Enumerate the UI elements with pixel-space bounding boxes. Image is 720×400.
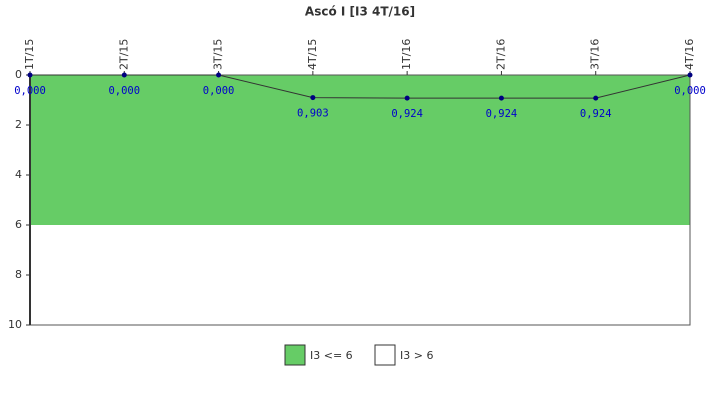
value-label: 0,000	[203, 85, 235, 97]
value-label: 0,000	[14, 85, 46, 97]
legend-label: I3 <= 6	[310, 349, 353, 362]
x-tick-label: 4T/15	[306, 39, 319, 70]
point	[687, 72, 693, 78]
value-label: 0,000	[108, 85, 140, 97]
chart-title: Ascó I [I3 4T/16]	[305, 5, 415, 19]
x-tick-label: 2T/16	[494, 39, 507, 70]
y-tick-label: 10	[8, 318, 22, 331]
y-tick-label: 4	[15, 168, 22, 181]
point	[593, 95, 599, 101]
legend-swatch	[374, 344, 396, 366]
band	[30, 225, 690, 325]
point	[310, 95, 316, 101]
point	[404, 95, 410, 101]
point	[216, 72, 222, 78]
x-tick-label: 3T/15	[212, 39, 225, 70]
band	[30, 75, 690, 225]
point	[121, 72, 127, 78]
value-label: 0,924	[486, 108, 518, 120]
value-label: 0,924	[391, 108, 423, 120]
point	[498, 95, 504, 101]
y-tick-label: 2	[15, 118, 22, 131]
y-tick-label: 8	[15, 268, 22, 281]
y-tick-label: 0	[15, 68, 22, 81]
x-tick-label: 1T/15	[23, 39, 36, 70]
value-label: 0,924	[580, 108, 612, 120]
series-line	[30, 74, 691, 99]
x-tick-label: 2T/15	[117, 39, 130, 70]
x-tick-label: 3T/16	[589, 39, 602, 70]
x-tick-label: 1T/16	[400, 39, 413, 70]
value-label: 0,903	[297, 108, 329, 120]
point	[27, 72, 33, 78]
legend-label: I3 > 6	[400, 349, 433, 362]
value-label: 0,000	[674, 85, 706, 97]
x-tick-label: 4T/16	[683, 39, 696, 70]
legend-swatch	[284, 344, 306, 366]
y-tick-label: 6	[15, 218, 22, 231]
